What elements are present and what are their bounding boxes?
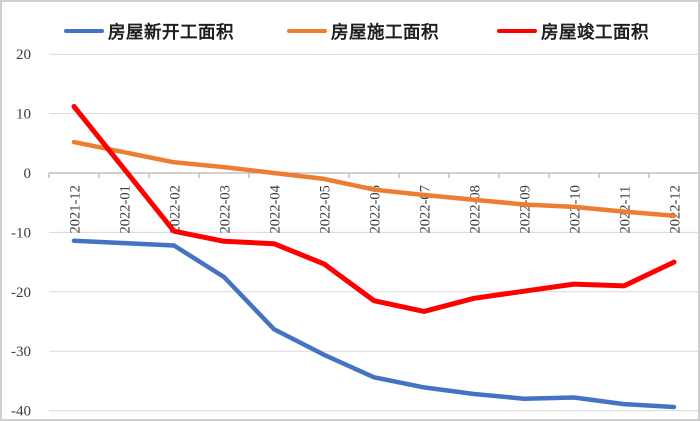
y-axis-tick-label: -10 xyxy=(11,225,31,241)
series-line-1 xyxy=(71,139,677,219)
y-axis-tick-label: 0 xyxy=(24,166,32,182)
x-axis-tick-label: 2022-03 xyxy=(218,185,234,233)
legend-item-completed-area: 房屋竣工面积 xyxy=(497,19,649,43)
x-axis-tick-label: 2022-06 xyxy=(368,185,384,233)
legend-line-swatch-blue xyxy=(64,28,104,34)
x-axis-tick-label: 2022-09 xyxy=(518,185,534,233)
y-axis-tick-label: 20 xyxy=(16,47,31,63)
x-axis-tick-label: 2021-12 xyxy=(68,185,84,233)
legend-line-swatch-orange xyxy=(287,28,327,34)
x-axis-tick-label: 2022-02 xyxy=(168,185,184,233)
x-axis-tick-label: 2022-05 xyxy=(318,185,334,233)
y-axis-tick-label: 10 xyxy=(16,107,31,123)
x-axis-tick-label: 2022-12 xyxy=(668,185,684,233)
legend-label-new-starts-area: 房屋新开工面积 xyxy=(108,21,234,42)
y-axis-tick-label: -20 xyxy=(11,285,31,301)
chart-legend: 房屋新开工面积 房屋施工面积 房屋竣工面积 xyxy=(2,19,698,43)
series-line-0 xyxy=(71,238,677,410)
x-axis-tick-label: 2022-10 xyxy=(568,185,584,233)
x-axis-tick-label: 2022-04 xyxy=(268,184,284,233)
legend-item-under-construction-area: 房屋施工面积 xyxy=(287,19,439,43)
series-line-2 xyxy=(71,104,677,314)
legend-label-completed-area: 房屋竣工面积 xyxy=(541,21,649,42)
x-axis-tick-label: 2022-01 xyxy=(118,185,134,233)
y-axis-tick-label: -30 xyxy=(11,344,31,360)
legend-item-new-starts-area: 房屋新开工面积 xyxy=(64,19,234,43)
legend-label-under-construction-area: 房屋施工面积 xyxy=(331,21,439,42)
legend-line-swatch-red xyxy=(497,28,537,34)
y-axis-tick-label: -40 xyxy=(11,404,31,420)
x-axis-tick-label: 2022-08 xyxy=(468,185,484,233)
